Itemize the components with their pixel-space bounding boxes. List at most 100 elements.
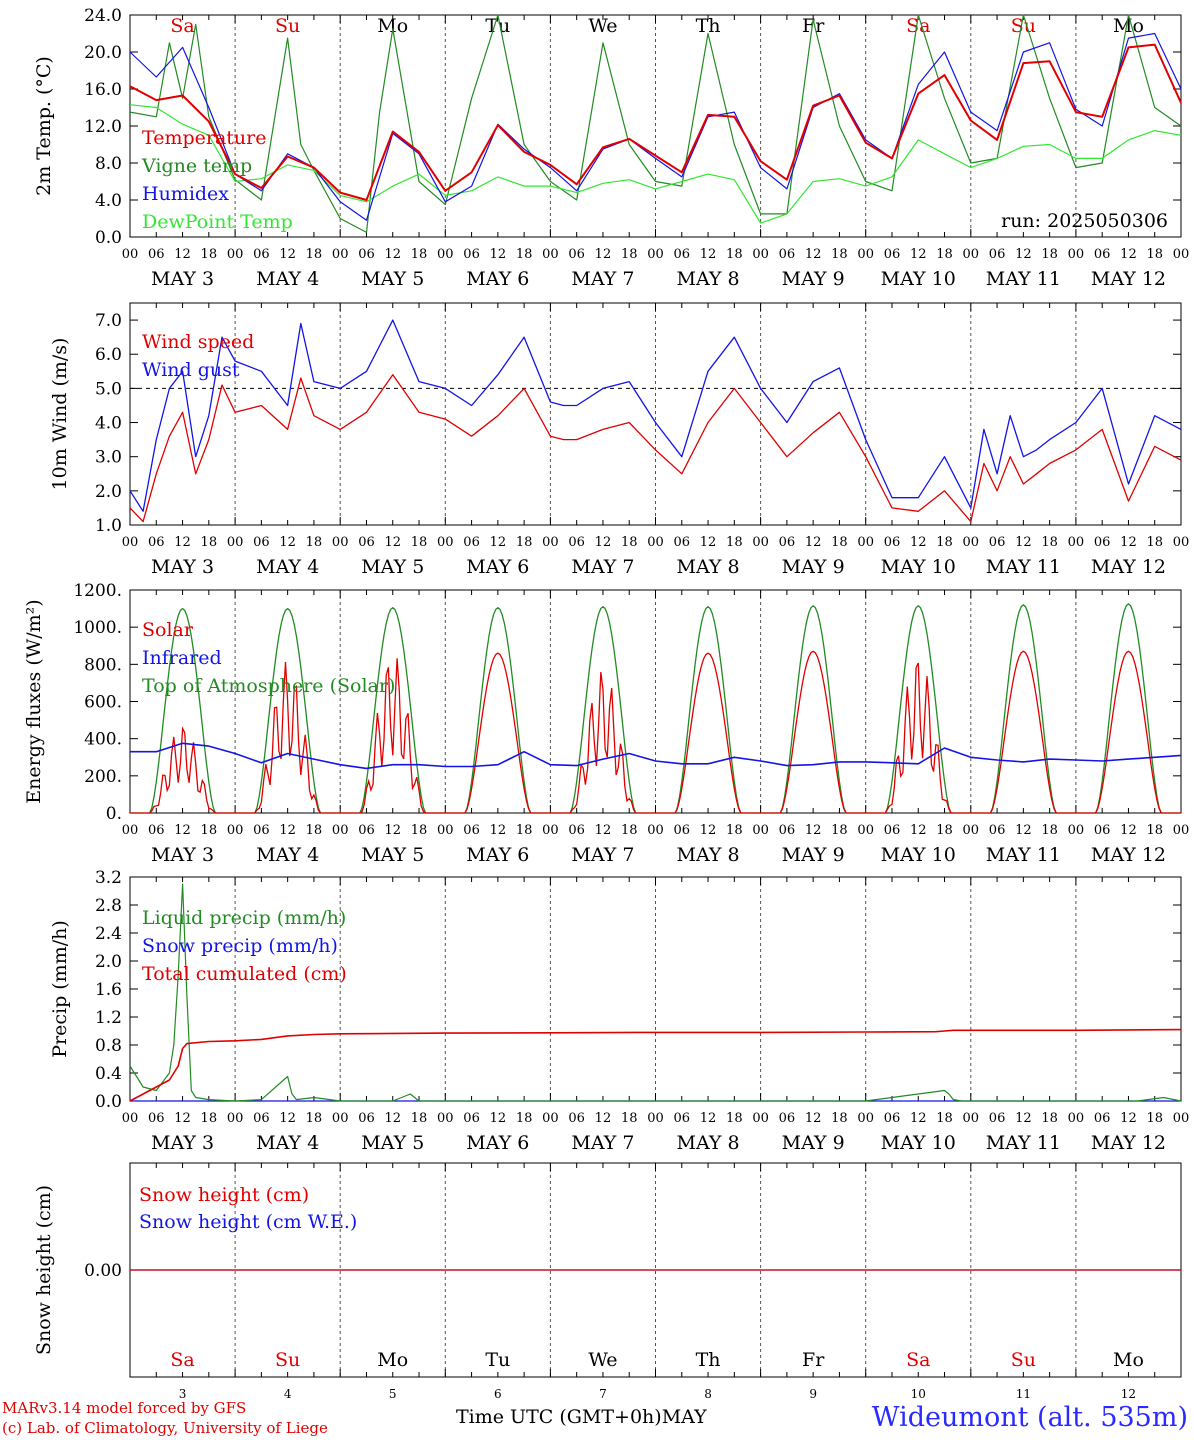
hour-tick-label: 06 (674, 247, 691, 262)
date-label: MAY 6 (466, 556, 529, 578)
series-wind-speed (129, 374, 1182, 523)
series-vigne-temp (129, 14, 1182, 233)
date-label: MAY 11 (986, 556, 1061, 578)
date-number: 4 (284, 1387, 292, 1401)
y-tick-label: 600. (84, 693, 122, 713)
hour-tick-label: 12 (805, 1111, 822, 1126)
x-axis-title: Time UTC (GMT+0h)MAY (456, 1406, 707, 1428)
y-tick-label: 0.0 (95, 1092, 122, 1112)
date-label: MAY 12 (1091, 556, 1166, 578)
date-label: MAY 10 (881, 268, 956, 290)
date-label: MAY 6 (466, 844, 529, 866)
hour-tick-label: 18 (936, 247, 953, 262)
y-tick-label: 1.6 (95, 980, 122, 1000)
y-tick-label: 3.0 (95, 448, 122, 468)
hour-tick-label: 12 (1015, 247, 1032, 262)
hour-tick-label: 06 (989, 247, 1006, 262)
hour-tick-label: 00 (857, 823, 874, 838)
hour-tick-label: 12 (174, 535, 191, 550)
hour-tick-label: 00 (227, 535, 244, 550)
date-label: MAY 6 (466, 268, 529, 290)
day-name-bottom: Th (696, 1349, 721, 1371)
hour-tick-label: 06 (674, 823, 691, 838)
hour-tick-label: 06 (253, 247, 270, 262)
hour-tick-label: 06 (463, 1111, 480, 1126)
hour-tick-label: 12 (700, 247, 717, 262)
date-label: MAY 11 (986, 1132, 1061, 1154)
hour-tick-label: 06 (779, 535, 796, 550)
day-name-top: Tu (485, 15, 510, 37)
wind-legend-1: Wind gust (142, 359, 240, 381)
hour-tick-label: 12 (1015, 823, 1032, 838)
series-wind-gust (129, 319, 1182, 512)
hour-tick-label: 18 (726, 823, 743, 838)
day-name-top: Sa (170, 15, 194, 37)
date-label: MAY 8 (677, 844, 740, 866)
hour-tick-label: 18 (201, 1111, 218, 1126)
hour-tick-label: 06 (358, 1111, 375, 1126)
y-tick-label: 200. (84, 767, 122, 787)
hour-tick-label: 00 (542, 247, 559, 262)
day-name-top: Su (1011, 15, 1036, 37)
hour-tick-label: 12 (1120, 1111, 1137, 1126)
hour-tick-label: 00 (1173, 823, 1190, 838)
hour-tick-label: 18 (726, 1111, 743, 1126)
temp-legend-2: Humidex (142, 183, 229, 205)
hour-tick-label: 00 (1173, 535, 1190, 550)
hour-tick-label: 00 (437, 247, 454, 262)
hour-tick-label: 06 (1094, 535, 1111, 550)
date-number: 11 (1016, 1387, 1031, 1401)
hour-tick-label: 00 (542, 535, 559, 550)
hour-tick-label: 18 (936, 535, 953, 550)
hour-tick-label: 18 (621, 823, 638, 838)
hour-tick-label: 00 (437, 535, 454, 550)
hour-tick-label: 12 (279, 535, 296, 550)
hour-tick-label: 06 (253, 535, 270, 550)
hour-tick-label: 00 (227, 247, 244, 262)
temp-legend-1: Vigne temp (141, 155, 252, 177)
hour-tick-label: 06 (884, 823, 901, 838)
hour-tick-label: 00 (647, 247, 664, 262)
y-tick-label: 7.0 (95, 311, 122, 331)
date-label: MAY 10 (881, 556, 956, 578)
hour-tick-label: 18 (1146, 247, 1163, 262)
day-name-top: Th (696, 15, 721, 37)
date-label: MAY 5 (361, 844, 424, 866)
date-label: MAY 12 (1091, 844, 1166, 866)
hour-tick-label: 18 (516, 535, 533, 550)
y-axis-label-wind: 10m Wind (m/s) (49, 338, 71, 491)
hour-tick-label: 00 (857, 535, 874, 550)
hour-tick-label: 12 (595, 535, 612, 550)
date-number: 9 (809, 1387, 817, 1401)
hour-tick-label: 18 (831, 535, 848, 550)
day-name-bottom: Tu (485, 1349, 510, 1371)
hour-tick-label: 00 (1068, 823, 1085, 838)
hour-tick-label: 18 (411, 1111, 428, 1126)
hour-tick-label: 18 (201, 823, 218, 838)
hour-tick-label: 12 (910, 1111, 927, 1126)
hour-tick-label: 00 (122, 1111, 139, 1126)
date-label: MAY 3 (151, 556, 214, 578)
series-temperature (129, 43, 1182, 201)
hour-tick-label: 00 (332, 1111, 349, 1126)
hour-tick-label: 00 (963, 535, 980, 550)
credit-model: MARv3.14 model forced by GFS (2, 1399, 247, 1417)
date-number: 5 (389, 1387, 397, 1401)
hour-tick-label: 00 (963, 247, 980, 262)
date-number: 3 (179, 1387, 187, 1401)
snow-legend-1: Snow height (cm W.E.) (139, 1211, 357, 1233)
hour-tick-label: 00 (1068, 535, 1085, 550)
energy-legend-2: Top of Atmosphere (Solar) (142, 675, 395, 697)
date-label: MAY 6 (466, 1132, 529, 1154)
hour-tick-label: 06 (148, 823, 165, 838)
y-tick-label: 8.0 (95, 154, 122, 174)
hour-tick-label: 18 (621, 247, 638, 262)
hour-tick-label: 12 (1015, 535, 1032, 550)
hour-tick-label: 12 (384, 823, 401, 838)
hour-tick-label: 18 (516, 247, 533, 262)
series-total-cumulated-cm- (129, 1028, 1182, 1102)
hour-tick-label: 12 (490, 247, 507, 262)
hour-tick-label: 06 (1094, 823, 1111, 838)
date-label: MAY 8 (677, 1132, 740, 1154)
energy-legend-1: Infrared (142, 647, 222, 669)
